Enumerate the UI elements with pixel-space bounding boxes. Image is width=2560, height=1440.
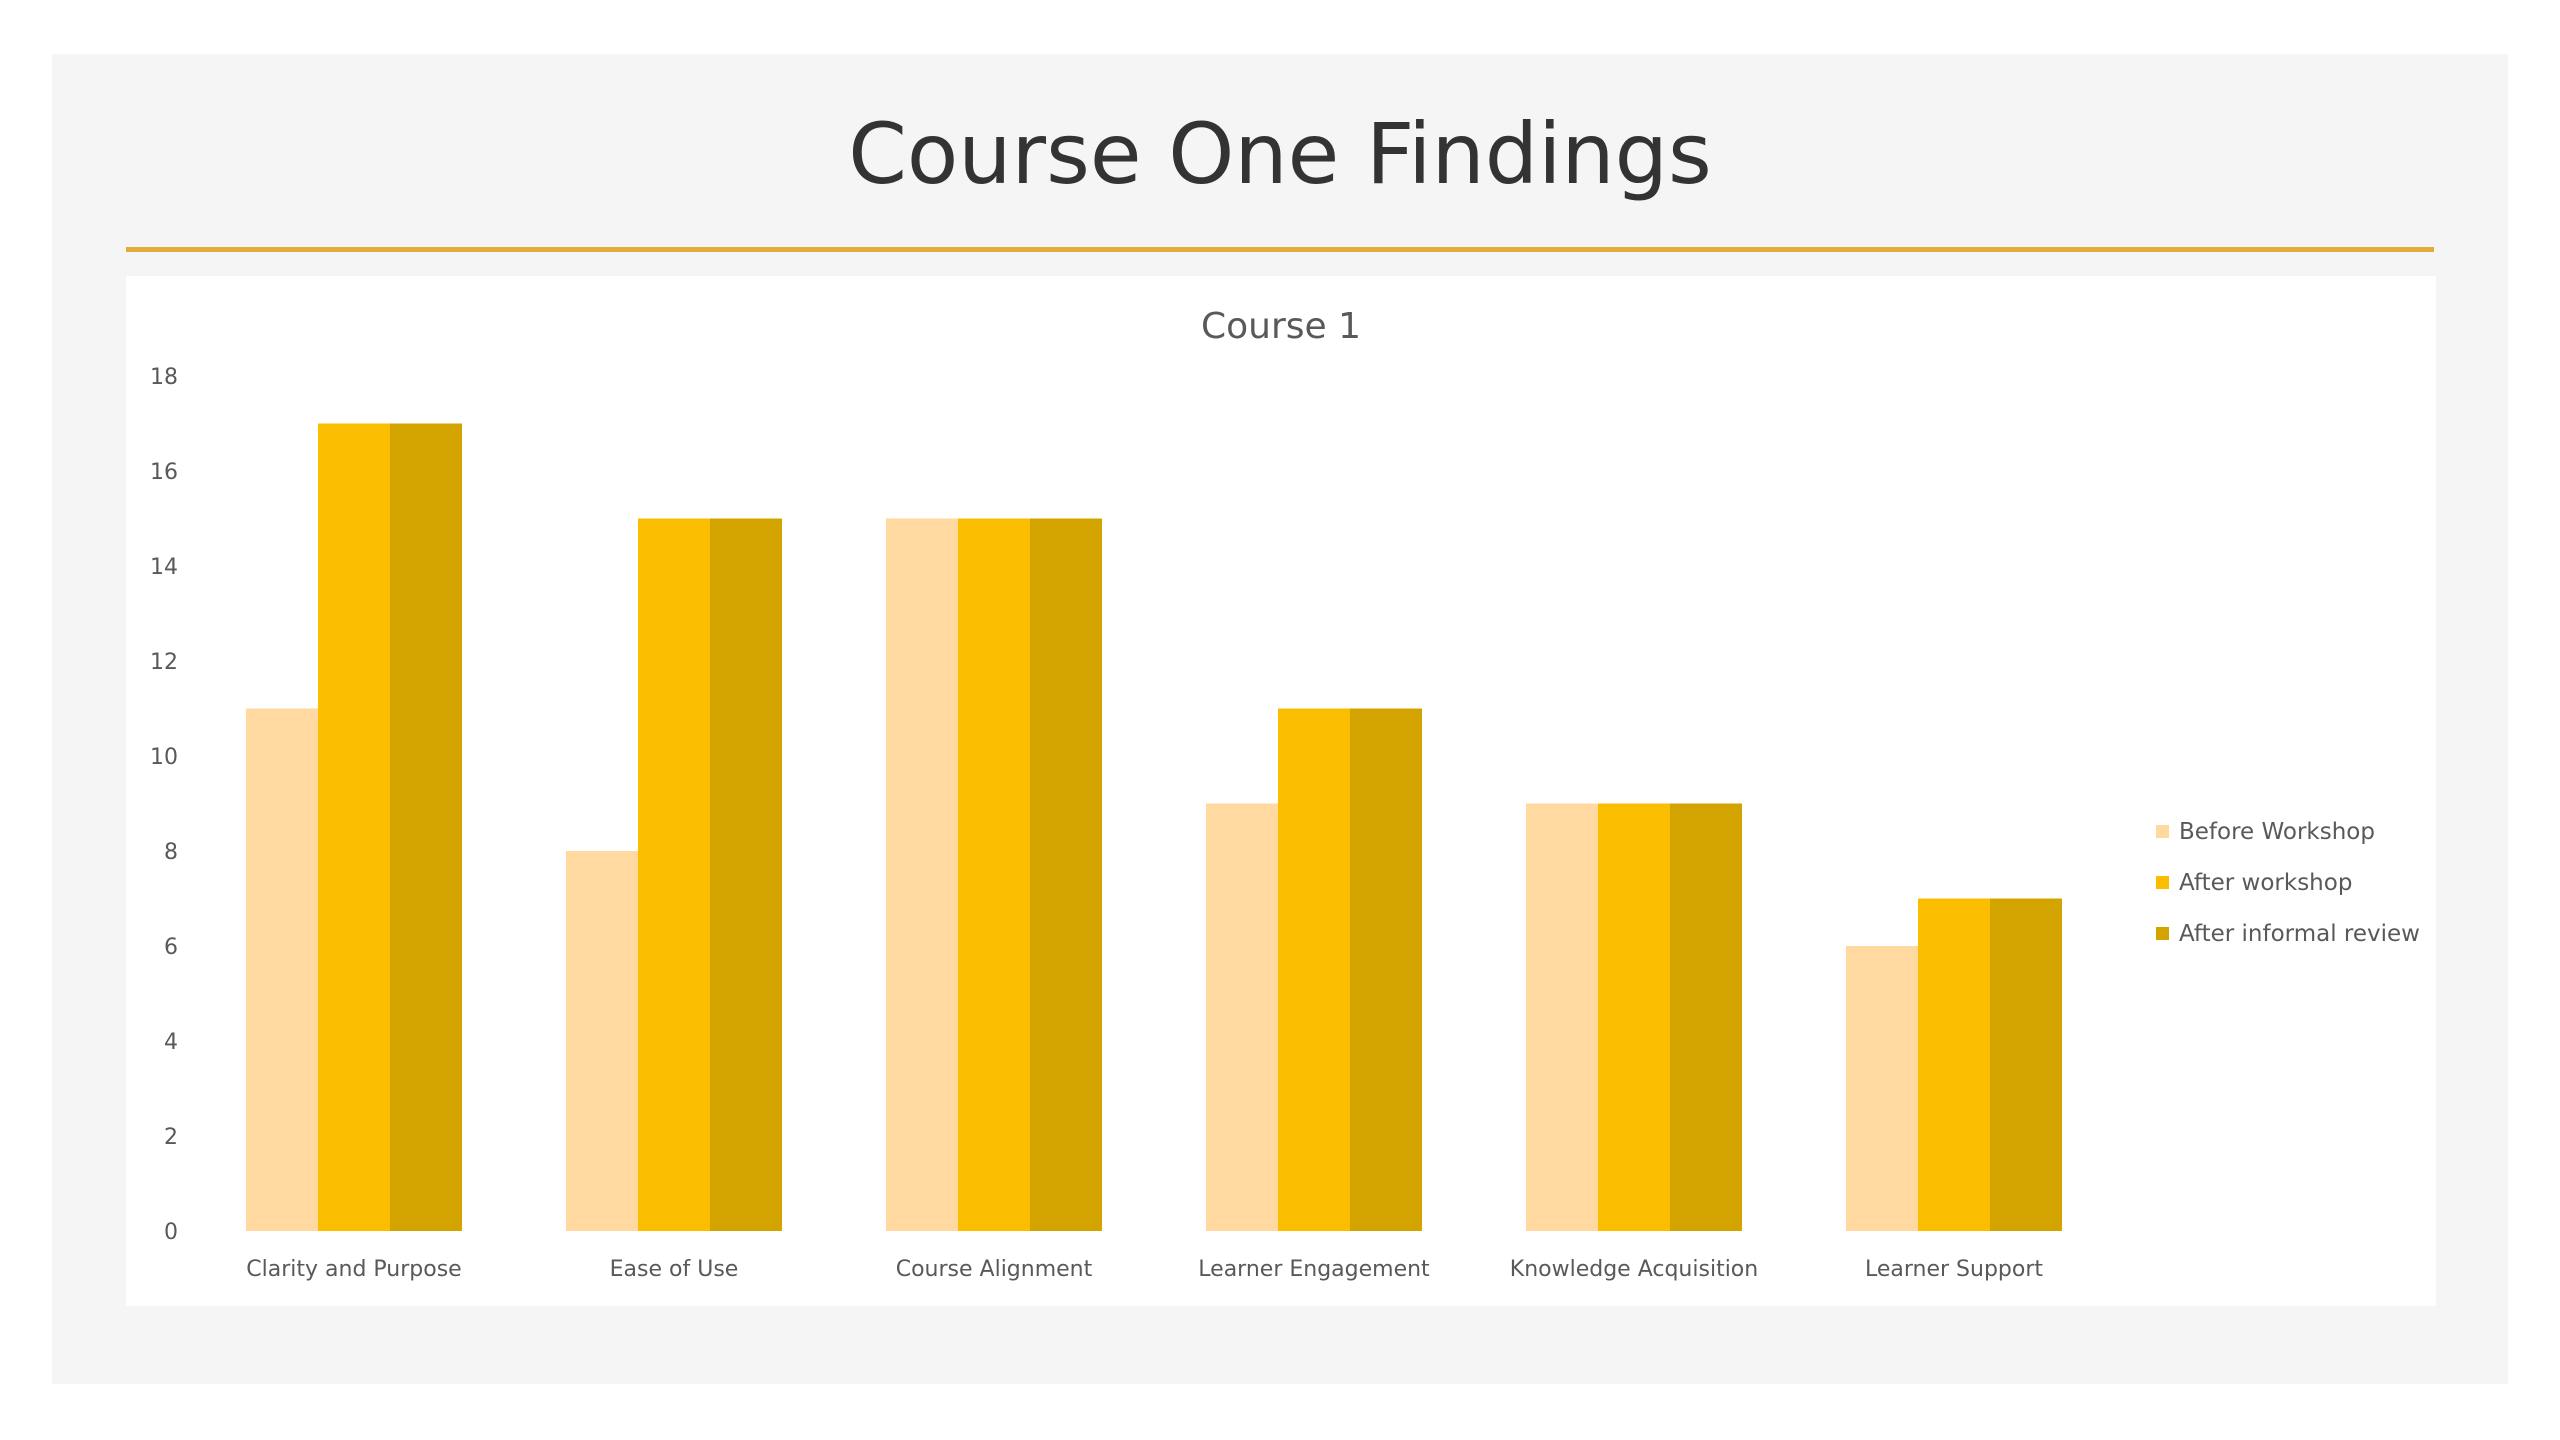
bar xyxy=(1030,518,1102,1231)
chart-legend: Before Workshop After workshop After infor… xyxy=(2156,806,2420,959)
bar xyxy=(318,423,390,1231)
y-tick-label: 16 xyxy=(150,460,178,485)
y-tick-label: 6 xyxy=(164,935,178,960)
x-category-label: Clarity and Purpose xyxy=(246,1257,461,1282)
legend-swatch xyxy=(2156,825,2169,838)
bar xyxy=(1846,946,1918,1231)
bar xyxy=(886,518,958,1231)
legend-item: After workshop xyxy=(2156,857,2420,908)
x-category-label: Learner Support xyxy=(1865,1257,2043,1282)
bar xyxy=(1598,803,1670,1231)
title-divider xyxy=(126,247,2434,252)
chart-panel: Course 1 0 2 4 6 8 10 12 14 16 18 Clarity and Purp… xyxy=(126,276,2436,1306)
y-axis-ticks: 0 2 4 6 8 10 12 14 16 18 xyxy=(150,365,178,1245)
bar-chart: 0 2 4 6 8 10 12 14 16 18 Clarity and Purpose Ease o… xyxy=(150,365,2062,1282)
bars xyxy=(246,423,2062,1231)
legend-swatch xyxy=(2156,927,2169,940)
slide-title: Course One Findings xyxy=(848,105,1712,203)
y-tick-label: 12 xyxy=(150,650,178,675)
y-tick-label: 10 xyxy=(150,745,178,770)
bar xyxy=(638,518,710,1231)
x-category-label: Ease of Use xyxy=(610,1257,739,1282)
legend-item: After informal review xyxy=(2156,908,2420,959)
y-tick-label: 4 xyxy=(164,1030,178,1055)
bar xyxy=(1670,803,1742,1231)
chart-title: Course 1 xyxy=(1200,306,1362,347)
slide: Course One Findings Course 1 0 2 4 6 8 10 12 14… xyxy=(52,54,2508,1384)
bar xyxy=(710,518,782,1231)
bar xyxy=(566,851,638,1231)
bar xyxy=(1990,898,2062,1231)
y-tick-label: 8 xyxy=(164,840,178,865)
y-tick-label: 0 xyxy=(164,1220,178,1245)
legend-label: After informal review xyxy=(2179,920,2420,947)
x-category-label: Knowledge Acquisition xyxy=(1510,1257,1758,1282)
bar xyxy=(390,423,462,1231)
legend-item: Before Workshop xyxy=(2156,806,2420,857)
y-tick-label: 14 xyxy=(150,555,178,580)
bar xyxy=(1350,708,1422,1231)
legend-swatch xyxy=(2156,876,2169,889)
x-category-label: Course Alignment xyxy=(896,1257,1093,1282)
bar xyxy=(1918,898,1990,1231)
bar xyxy=(246,708,318,1231)
y-tick-label: 18 xyxy=(150,365,178,390)
legend-label: Before Workshop xyxy=(2179,818,2375,845)
bar xyxy=(1206,803,1278,1231)
bar xyxy=(958,518,1030,1231)
x-category-label: Learner Engagement xyxy=(1198,1257,1430,1282)
bar xyxy=(1278,708,1350,1231)
bar xyxy=(1526,803,1598,1231)
legend-label: After workshop xyxy=(2179,869,2353,896)
y-tick-label: 2 xyxy=(164,1125,178,1150)
